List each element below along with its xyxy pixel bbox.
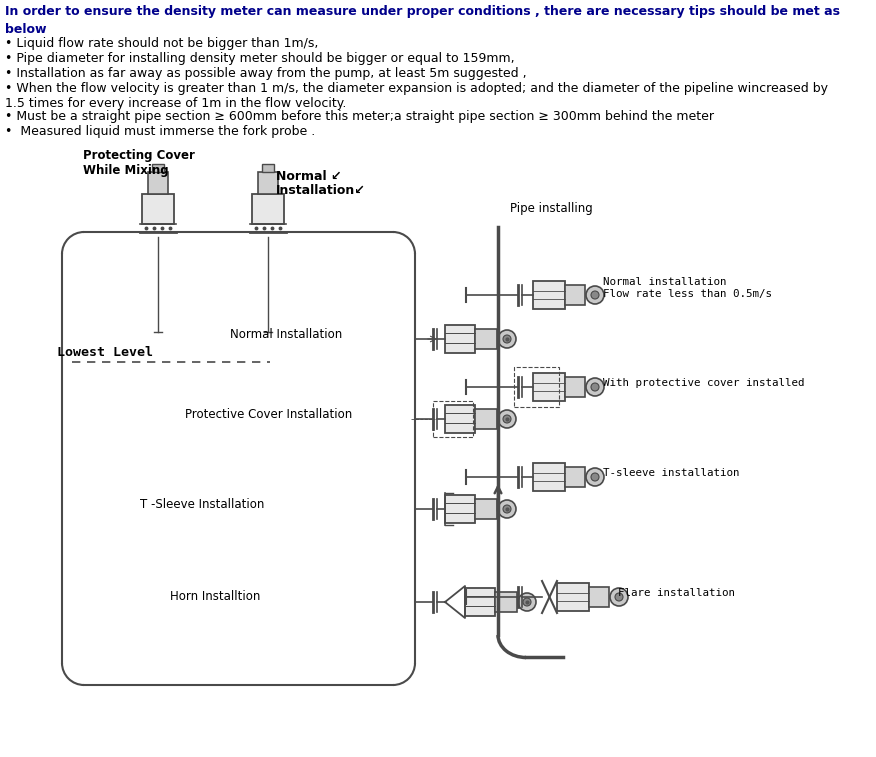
Text: Normal Installation: Normal Installation (230, 328, 343, 341)
Text: • Installation as far away as possible away from the pump, at least 5m suggested: • Installation as far away as possible a… (5, 67, 526, 80)
Bar (258, 172, 278, 194)
Bar (565, 467, 585, 487)
Text: Protective Cover Installation: Protective Cover Installation (185, 407, 352, 420)
Text: • Must be a straight pipe section ≥ 600mm before this meter;a straight pipe sect: • Must be a straight pipe section ≥ 600m… (5, 110, 714, 123)
Text: T-sleeve installation: T-sleeve installation (603, 468, 739, 478)
Text: Installation↙: Installation↙ (276, 184, 366, 197)
Bar (475, 329, 497, 349)
Circle shape (591, 291, 599, 299)
Bar (557, 583, 589, 611)
Text: Lowest Level: Lowest Level (57, 346, 153, 359)
Bar (533, 281, 565, 309)
Bar (445, 495, 475, 523)
Bar (252, 194, 284, 224)
Text: Normal ↙: Normal ↙ (276, 170, 342, 183)
Bar (495, 592, 517, 612)
Text: Horn Installtion: Horn Installtion (170, 590, 260, 603)
Text: • When the flow velocity is greater than 1 m/s, the diameter expansion is adopte: • When the flow velocity is greater than… (5, 82, 828, 95)
Text: In order to ensure the density meter can measure under proper conditions , there: In order to ensure the density meter can… (5, 5, 840, 18)
Circle shape (586, 378, 604, 396)
Text: Normal installation: Normal installation (603, 277, 726, 287)
Bar (533, 373, 565, 401)
Bar (262, 164, 274, 172)
Text: 1.5 times for every increase of 1m in the flow velocity.: 1.5 times for every increase of 1m in th… (5, 97, 346, 110)
Circle shape (523, 598, 531, 606)
Text: Protecting Cover
While Mixing: Protecting Cover While Mixing (83, 149, 194, 177)
Circle shape (586, 286, 604, 304)
Text: T -Sleeve Installation: T -Sleeve Installation (140, 497, 265, 510)
Bar (565, 285, 585, 305)
Circle shape (591, 473, 599, 481)
Circle shape (586, 468, 604, 486)
Circle shape (498, 500, 516, 518)
Bar (152, 164, 164, 172)
Bar (475, 499, 497, 519)
Text: With protective cover installed: With protective cover installed (603, 378, 804, 388)
Circle shape (498, 410, 516, 428)
Bar (565, 377, 585, 397)
Bar (148, 172, 168, 194)
Text: • Pipe diameter for installing density meter should be bigger or equal to 159mm,: • Pipe diameter for installing density m… (5, 52, 514, 65)
Bar (465, 588, 495, 616)
Bar (514, 367, 559, 407)
Circle shape (498, 330, 516, 348)
Circle shape (591, 383, 599, 391)
Text: •  Measured liquid must immerse the fork probe .: • Measured liquid must immerse the fork … (5, 125, 315, 138)
Circle shape (503, 335, 511, 343)
Text: Flare installation: Flare installation (618, 588, 735, 598)
Bar (533, 463, 565, 491)
Circle shape (518, 593, 536, 611)
Circle shape (503, 505, 511, 513)
Text: below: below (5, 23, 46, 36)
Bar (589, 587, 609, 607)
Text: Flow rate less than 0.5m/s: Flow rate less than 0.5m/s (603, 289, 772, 299)
Circle shape (503, 415, 511, 423)
Bar (475, 409, 497, 429)
Text: • Liquid flow rate should not be bigger than 1m/s,: • Liquid flow rate should not be bigger … (5, 37, 318, 50)
Bar (142, 194, 174, 224)
Bar (445, 405, 475, 433)
Bar (433, 401, 473, 437)
Circle shape (610, 588, 628, 606)
Circle shape (615, 593, 623, 601)
Bar (445, 325, 475, 353)
Text: Pipe installing: Pipe installing (510, 202, 593, 215)
